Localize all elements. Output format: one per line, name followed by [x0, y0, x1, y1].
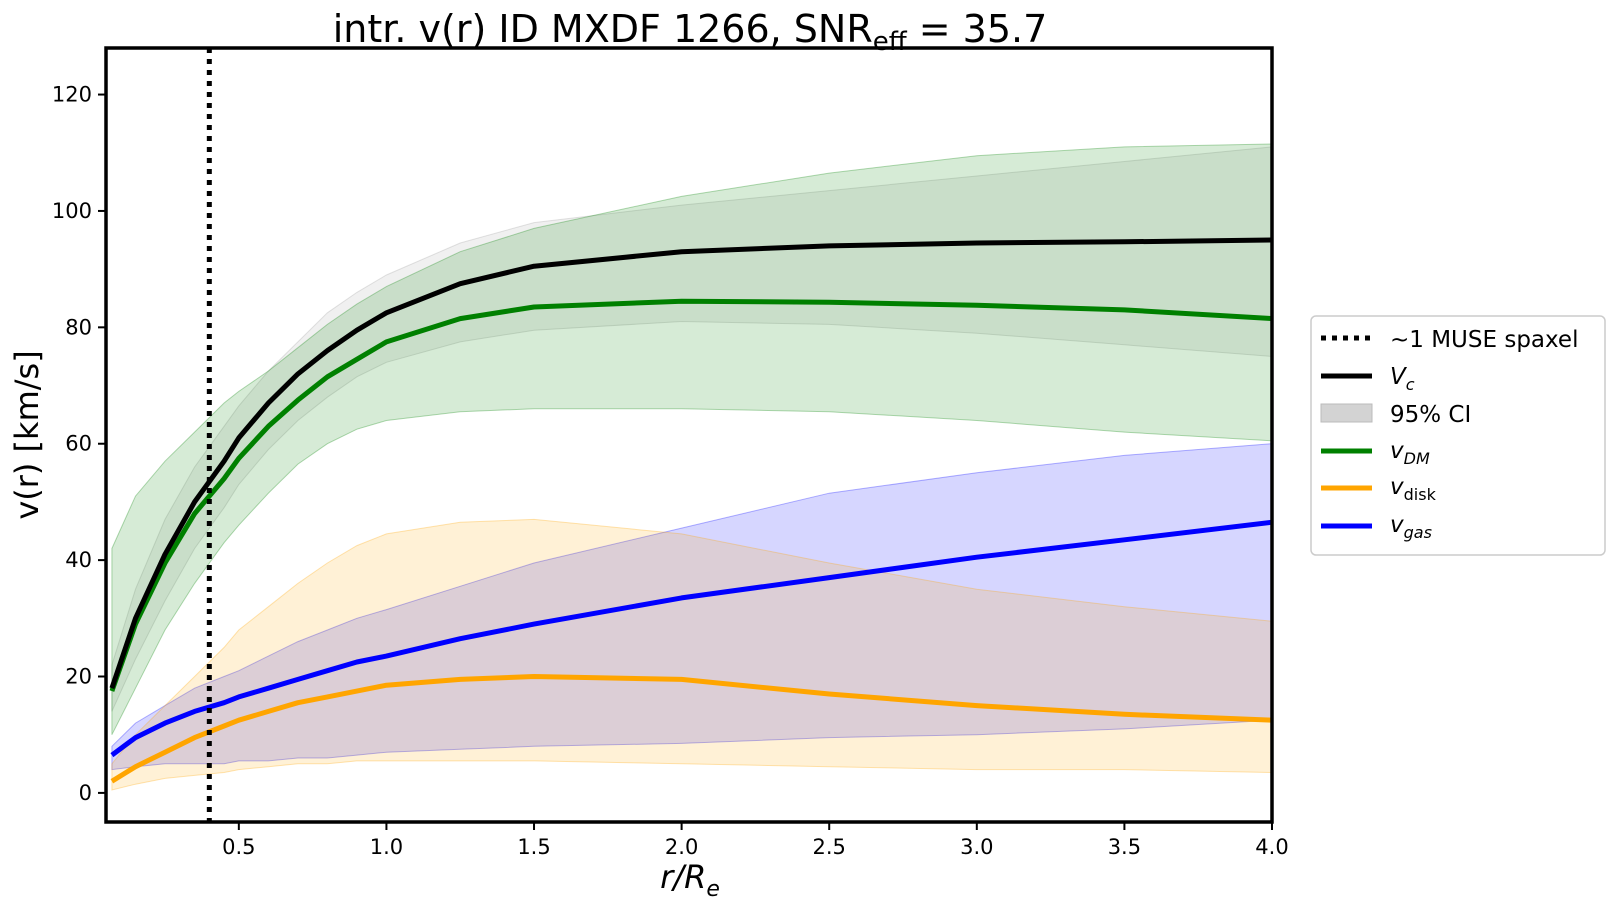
x-axis-label-sub: e: [706, 877, 720, 902]
y-tick-label: 120: [52, 83, 92, 107]
y-tick-label: 80: [65, 315, 92, 339]
chart-title-tail: = 35.7: [907, 7, 1048, 51]
y-axis-ticks: 0 20 40 60 80 100 120: [52, 83, 106, 805]
y-tick-label: 0: [79, 781, 92, 805]
x-tick-label: 4.0: [1255, 835, 1288, 859]
legend-label-vdm-main: v: [1390, 438, 1404, 464]
x-tick-label: 1.5: [517, 835, 550, 859]
legend-label-vgas-main: v: [1390, 512, 1404, 538]
x-axis-label-main: r/R: [660, 858, 706, 896]
x-tick-label: 3.5: [1108, 835, 1141, 859]
y-tick-label: 100: [52, 199, 92, 223]
x-tick-label: 2.0: [665, 835, 698, 859]
legend-label-vdm-sub: DM: [1404, 449, 1430, 468]
x-tick-label: 2.5: [813, 835, 846, 859]
y-tick-label: 60: [65, 432, 92, 456]
x-axis-ticks: 0.5 1.0 1.5 2.0 2.5 3.0 3.5 4.0: [222, 822, 1289, 859]
legend-label-ci: 95% CI: [1390, 402, 1471, 428]
chart-title-sub: eff: [873, 27, 908, 57]
x-axis-label: r/Re: [660, 858, 720, 902]
y-tick-label: 20: [65, 665, 92, 689]
y-axis-label: v(r) [km/s]: [8, 350, 46, 519]
x-tick-label: 3.0: [960, 835, 993, 859]
legend-label-muse-spaxel: ~1 MUSE spaxel: [1390, 327, 1578, 353]
legend: ~1 MUSE spaxel Vc 95% CI vDM vdisk vgas: [1311, 316, 1605, 555]
legend-label-vgas-sub: gas: [1404, 523, 1432, 542]
y-tick-label: 40: [65, 548, 92, 572]
chart-title-main: intr. v(r) ID MXDF 1266, SNR: [333, 7, 873, 51]
legend-swatch-ci: [1321, 404, 1372, 422]
x-tick-label: 1.0: [370, 835, 403, 859]
legend-label-vdisk-main: v: [1390, 474, 1404, 500]
legend-label-vdisk-sub: disk: [1404, 485, 1437, 504]
legend-label-vc-sub: c: [1406, 375, 1415, 394]
chart: intr. v(r) ID MXDF 1266, SNReff = 35.7 0…: [0, 0, 1609, 903]
x-tick-label: 0.5: [222, 835, 255, 859]
